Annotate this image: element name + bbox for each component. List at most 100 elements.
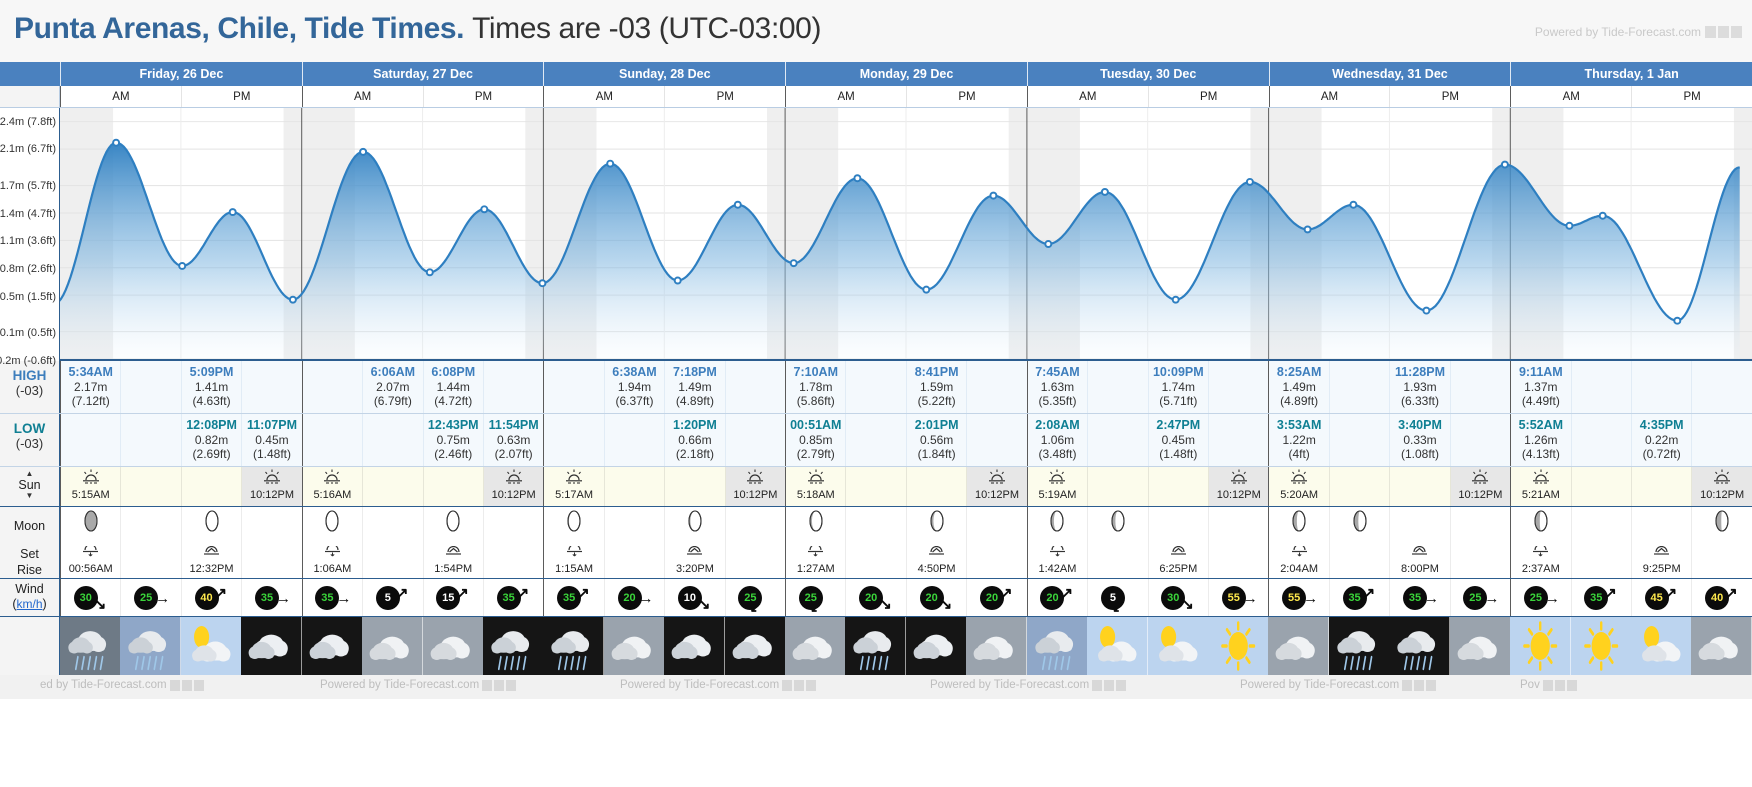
high-tide-height-m: 2.17m <box>74 380 108 394</box>
am-cell-7: AM <box>1510 86 1631 107</box>
low-tide-time: 2:01PM <box>914 418 959 432</box>
y-axis-label-1: 2.4m (7.8ft) <box>0 115 56 128</box>
high-tide-time: 11:28PM <box>1394 365 1445 379</box>
sunrise-icon <box>1291 469 1308 484</box>
moonset-icon <box>324 543 340 557</box>
day-header-row: Friday, 26 Dec Saturday, 27 Dec Sunday, 28… <box>0 62 1752 86</box>
wind-speed: 25 <box>738 585 763 610</box>
moon-phase-icon <box>567 510 581 532</box>
weather-cell-18 <box>1087 617 1148 675</box>
wind-badge: 20 ↘ <box>859 585 893 612</box>
cloud-night-icon <box>905 617 967 675</box>
sun-cell-21: 5:20AM <box>1268 467 1328 506</box>
weather-cell-16 <box>966 617 1027 675</box>
low-tide-row: LOW (-03) 12:08PM 0.82m (2.69ft) 11:07PM … <box>0 414 1752 467</box>
moon-phase-icon <box>1111 510 1125 532</box>
y-axis-label-6: 0.8m (2.6ft) <box>0 263 56 275</box>
sun-time: 10:12PM <box>249 489 294 501</box>
high-tide-cell-10: 6:38AM 1.94m (6.37ft) <box>603 361 665 413</box>
high-tide-time: 7:18PM <box>673 365 717 379</box>
moon-cell-6 <box>362 507 422 545</box>
high-tide-height-m: 1.44m <box>436 380 470 394</box>
sunrise-icon <box>324 469 341 484</box>
tide-chart: 2.4m (7.8ft) 2.1m (6.7ft) 1.7m (5.7ft) 1.4m… <box>0 108 1752 367</box>
wind-badge: 55 → <box>1282 585 1318 610</box>
weather-cell-22 <box>1328 617 1390 675</box>
low-tide-height-m: 0.66m <box>678 433 712 447</box>
footer-text: Powered by Tide-Forecast.com <box>930 679 1090 691</box>
wind-speed: 35 <box>254 585 279 610</box>
sunset-icon <box>1714 469 1731 484</box>
weather-row <box>0 617 1752 675</box>
high-tide-height-m: 1.49m <box>1282 380 1316 394</box>
am-cell-3: AM <box>543 86 664 107</box>
wind-direction-arrow-icon: → <box>1242 589 1258 607</box>
high-tide-height-ft: (5.22ft) <box>917 394 956 408</box>
wind-speed: 20 <box>859 585 884 610</box>
weather-cell-3 <box>180 617 242 675</box>
footer-powered-by-2: Powered by Tide-Forecast.com <box>320 679 517 691</box>
low-tide-cell-21: 3:53AM 1.22m (4ft) <box>1268 414 1329 466</box>
low-tide-height-ft: (2.79ft) <box>796 447 835 461</box>
sunset-icon <box>747 469 764 484</box>
page-header: Punta Arenas, Chile, Tide Times. Times a… <box>0 0 1752 62</box>
moonrise-icon <box>204 545 220 555</box>
sun-time: 10:12PM <box>1700 489 1745 501</box>
sunset-icon <box>1472 469 1489 484</box>
moon-setrise-cell-1: 00:56AM <box>60 543 120 578</box>
low-tide-height-m: 1.06m <box>1040 433 1075 447</box>
low-tide-label-text: LOW <box>13 421 46 436</box>
wind-badge: 40 ↗ <box>194 584 229 610</box>
high-tide-height-ft: (6.79ft) <box>373 394 412 408</box>
sun-cell-24: 10:12PM <box>1449 467 1511 506</box>
wind-badge: 20 → <box>617 585 654 610</box>
high-tide-time: 5:34AM <box>68 365 113 379</box>
moon-setrise-time: 6:25PM <box>1159 563 1198 575</box>
moonrise-icon <box>1412 545 1428 555</box>
low-tide-height-m: 0.85m <box>799 433 833 447</box>
wind-direction-arrow-icon: → <box>336 589 352 607</box>
wind-badge: 20 ↗ <box>980 585 1014 610</box>
sunrise-icon <box>566 469 583 484</box>
wind-direction-arrow-icon: ↗ <box>214 584 228 602</box>
moon-cell-27 <box>1630 507 1691 545</box>
wind-badge: 5 ↗ <box>375 584 410 610</box>
wind-cell-23: 35 → <box>1389 579 1449 616</box>
low-tide-height-ft: (3.48ft) <box>1038 447 1077 461</box>
am-pm-row: AM PM AM PM AM PM AM PM AM PM AM PM AM PM <box>0 86 1752 108</box>
pm-cell-4: PM <box>906 86 1027 107</box>
rain-night-icon <box>60 617 121 675</box>
rain-day-icon <box>120 617 181 675</box>
wind-cell-9: 35 ↗ <box>543 579 603 616</box>
moon-phase-icon <box>1715 510 1729 532</box>
high-tide-cell-7: 6:08PM 1.44m (4.72ft) <box>422 361 483 413</box>
high-tide-time: 6:38AM <box>612 365 657 379</box>
high-tide-height-m: 1.74m <box>1161 380 1195 394</box>
wind-units-link[interactable]: km/h <box>16 597 43 611</box>
moonrise-icon <box>687 545 703 555</box>
cloud-icon <box>603 617 665 675</box>
wind-direction-arrow-icon: → <box>1544 589 1560 607</box>
low-tide-cell-6 <box>362 414 423 466</box>
moon-setrise-time: 00:56AM <box>68 563 113 575</box>
high-tide-cell-2 <box>120 361 181 413</box>
high-tide-cell-11: 7:18PM 1.49m (4.89ft) <box>664 361 725 413</box>
weather-cell-6 <box>362 617 423 675</box>
sun-time: 5:21AM <box>1521 489 1560 501</box>
cloud-icon <box>1268 617 1329 675</box>
wind-direction-arrow-icon: ↗ <box>1725 584 1738 602</box>
wind-direction-arrow-icon: ↗ <box>395 584 409 602</box>
low-tide-height-ft: (1.48ft) <box>1159 447 1198 461</box>
low-tide-cell-16 <box>966 414 1027 466</box>
wind-row-label-text: Wind <box>15 582 44 596</box>
moon-phase-icon <box>1534 510 1548 532</box>
wind-cell-5: 35 → <box>301 579 362 616</box>
sun-time: 10:12PM <box>975 489 1020 501</box>
cloud-night-icon <box>241 617 302 675</box>
moon-cell-15 <box>905 507 966 545</box>
wind-cell-7: 15 ↗ <box>422 579 483 616</box>
rain-night-icon <box>1389 617 1450 675</box>
low-tide-height-ft: (2.46ft) <box>434 447 473 461</box>
low-tide-cell-8: 11:54PM 0.63m (2.07ft) <box>482 414 544 466</box>
wind-cell-28: 40 ↗ <box>1691 579 1751 616</box>
